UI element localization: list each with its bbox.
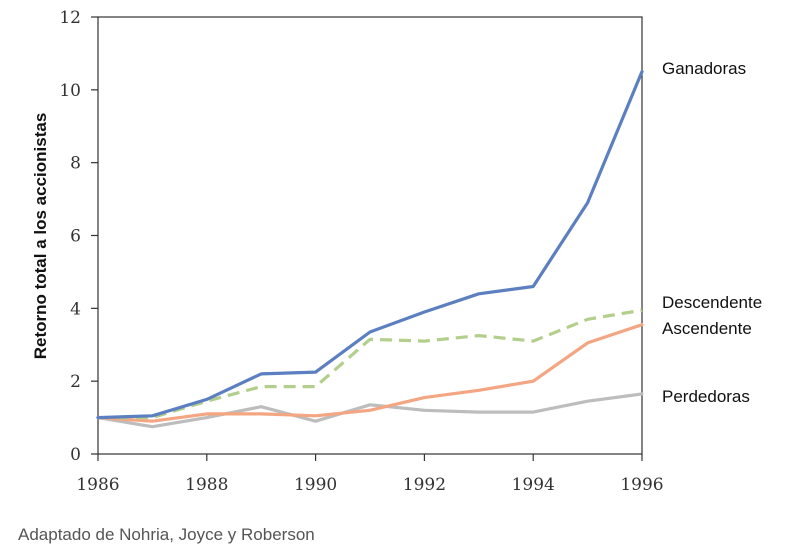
- y-tick-label: 0: [70, 445, 81, 465]
- series-line-perdedoras: [96, 392, 644, 429]
- y-tick-label: 4: [70, 299, 81, 319]
- source-caption: Adaptado de Nohria, Joyce y Roberson: [18, 525, 315, 544]
- x-tick-label: 1986: [76, 475, 119, 495]
- series-label-perdedoras: Perdedoras: [662, 387, 750, 406]
- y-axis-label: Retorno total a los accionistas: [31, 113, 50, 360]
- x-tick-label: 1996: [620, 475, 663, 495]
- y-tick-label: 10: [59, 81, 81, 101]
- y-tick-label: 8: [70, 154, 81, 174]
- series-lines: [96, 69, 644, 429]
- x-tick-label: 1992: [403, 475, 446, 495]
- series-label-ganadoras: Ganadoras: [662, 59, 746, 78]
- x-tick-label: 1990: [294, 475, 337, 495]
- y-tick-label: 6: [70, 227, 81, 247]
- series-line-ascendente: [96, 323, 644, 423]
- series-line-descendente: [98, 308, 643, 420]
- plot-frame: [97, 16, 643, 455]
- series-labels: Ganadoras Descendente Ascendente Perdedoras: [662, 59, 762, 406]
- series-label-ascendente: Ascendente: [662, 319, 752, 338]
- series-label-descendente: Descendente: [662, 293, 762, 312]
- x-tick-label: 1994: [512, 475, 555, 495]
- y-tick-label: 12: [59, 8, 81, 28]
- y-tick-label: 2: [70, 372, 81, 392]
- x-tick-label: 1988: [185, 475, 228, 495]
- x-axis-ticks: 1986 1988 1990 1992 1994 1996: [76, 454, 664, 495]
- y-axis-ticks: 0 2 4 6 8 10 12: [59, 8, 98, 465]
- series-line-ganadoras: [96, 69, 644, 420]
- axes: [97, 16, 643, 455]
